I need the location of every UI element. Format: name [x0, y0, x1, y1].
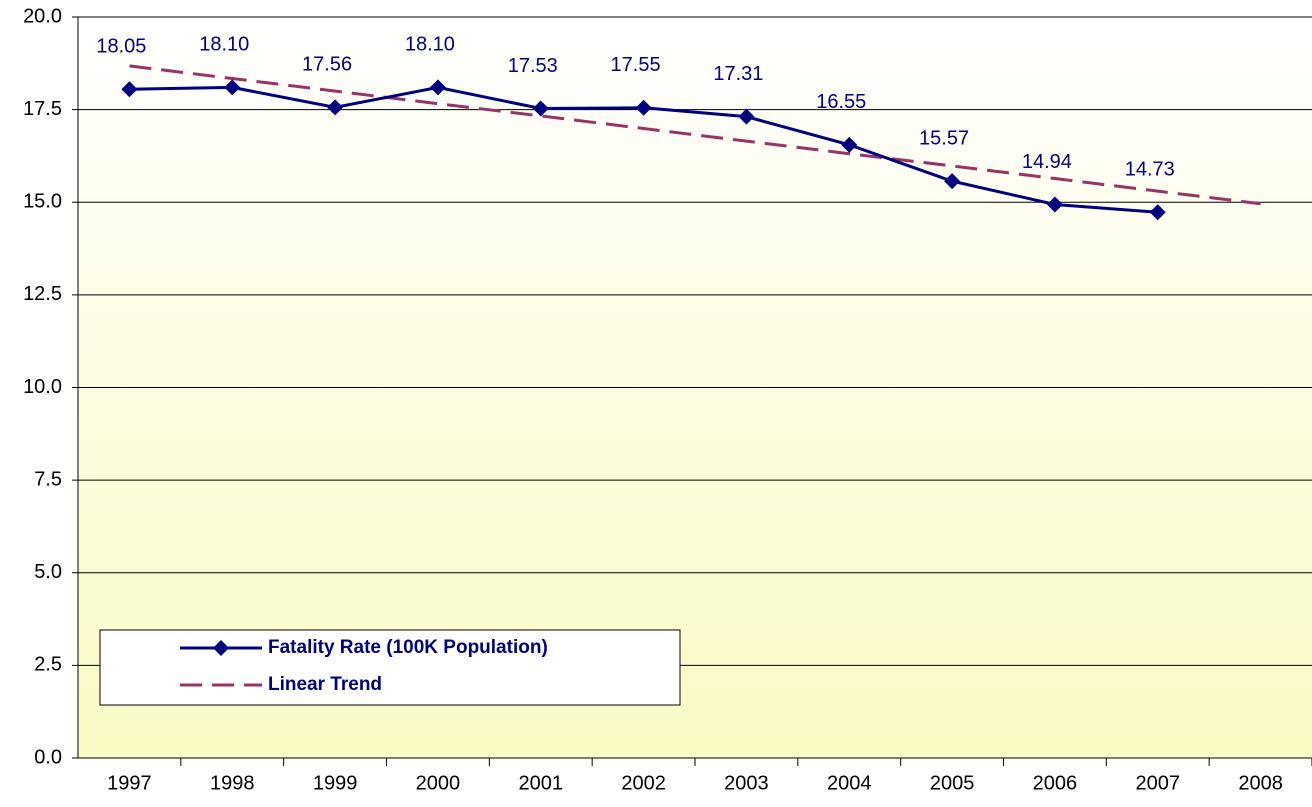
data-label: 18.10	[405, 34, 455, 56]
marker	[429, 79, 446, 96]
x-tick-label: 2003	[724, 772, 769, 794]
data-label: 17.53	[508, 55, 558, 77]
marker	[327, 99, 344, 116]
marker	[841, 136, 858, 153]
data-label: 14.73	[1125, 159, 1175, 181]
trend-line	[129, 64, 1261, 206]
y-tick-label: 17.5	[23, 98, 62, 120]
x-tick-label: 2002	[621, 772, 666, 794]
y-tick-label: 7.5	[34, 468, 62, 490]
marker	[635, 99, 652, 116]
x-tick-label: 2007	[1136, 772, 1181, 794]
data-label: 17.31	[713, 63, 763, 85]
x-tick-label: 1997	[107, 772, 152, 794]
y-tick-label: 10.0	[23, 376, 62, 398]
marker	[532, 100, 549, 117]
y-tick-label: 5.0	[34, 561, 62, 583]
legend-label: Linear Trend	[268, 674, 382, 695]
x-tick-label: 2006	[1033, 772, 1078, 794]
marker	[1046, 196, 1063, 213]
legend-marker	[213, 640, 229, 656]
x-tick-label: 2005	[930, 772, 975, 794]
marker	[944, 173, 961, 190]
marker	[738, 108, 755, 125]
y-tick-label: 20.0	[23, 5, 62, 27]
marker	[121, 81, 138, 98]
data-label: 18.10	[199, 34, 249, 56]
x-tick-label: 1999	[313, 772, 358, 794]
y-tick-label: 0.0	[34, 746, 62, 768]
legend	[99, 629, 681, 706]
x-tick-label: 1998	[210, 772, 255, 794]
x-tick-label: 2000	[416, 772, 461, 794]
y-tick-label: 12.5	[23, 283, 62, 305]
data-label: 14.94	[1022, 151, 1072, 173]
data-label: 17.56	[302, 54, 352, 76]
data-label: 17.55	[611, 54, 661, 76]
y-tick-label: 2.5	[34, 654, 62, 676]
x-tick-label: 2001	[519, 772, 564, 794]
y-tick-label: 15.0	[23, 191, 62, 213]
marker	[224, 79, 241, 96]
marker	[1149, 204, 1166, 221]
data-label: 18.05	[96, 36, 146, 58]
x-tick-label: 2008	[1238, 772, 1283, 794]
data-label: 16.55	[816, 91, 866, 113]
data-label: 15.57	[919, 127, 969, 149]
x-tick-label: 2004	[827, 772, 872, 794]
legend-label: Fatality Rate (100K Population)	[268, 637, 548, 658]
